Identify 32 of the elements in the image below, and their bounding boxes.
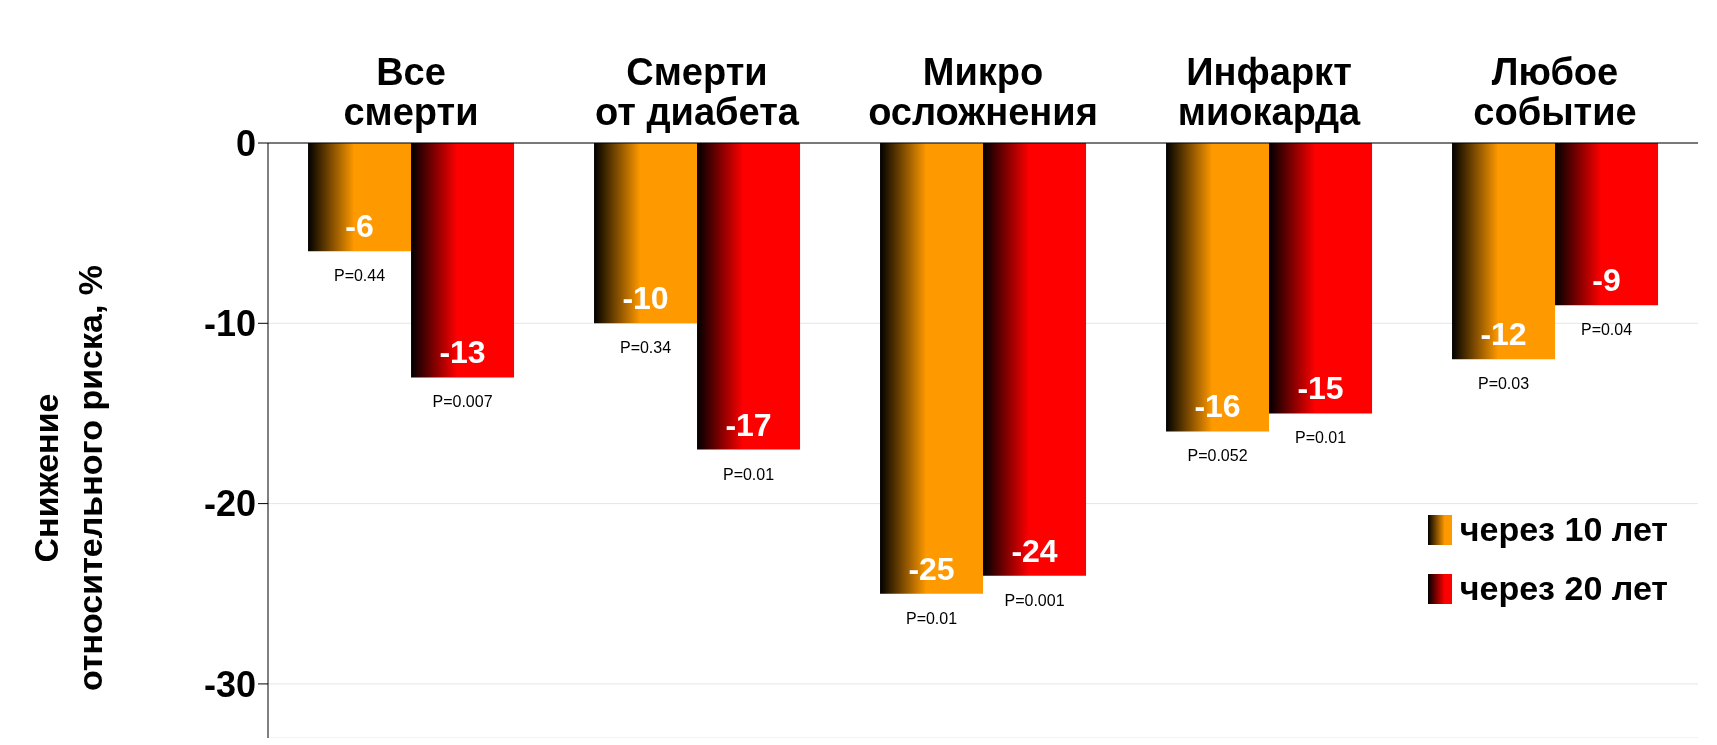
data-label: -9: [1592, 262, 1621, 299]
legend-label: через 20 лет: [1459, 569, 1668, 608]
x-tick-label: Инфаркт миокарда: [1177, 51, 1362, 133]
data-label: -10: [622, 280, 669, 317]
x-tick-label: Любое событие: [1473, 51, 1637, 133]
annotation: P=0.01: [1294, 429, 1347, 447]
y-tick-label: -20: [203, 483, 256, 525]
annotation: P=0.01: [905, 609, 958, 627]
data-label: -12: [1480, 316, 1527, 353]
annotation: P=0.34: [619, 339, 672, 357]
data-label: -6: [345, 208, 374, 245]
y-tick-label: 0: [235, 122, 256, 164]
annotation: P=0.03: [1477, 375, 1530, 393]
data-label: -17: [725, 406, 772, 443]
annotation: P=0.001: [1004, 591, 1065, 609]
data-label: -25: [908, 550, 955, 587]
data-label: -13: [439, 334, 486, 371]
annotation: P=0.04: [1580, 321, 1633, 339]
data-label: -24: [1011, 532, 1058, 569]
x-tick-label: Микро осложнения: [868, 51, 1098, 133]
x-tick-label: Смерти от диабета: [595, 51, 800, 133]
y-tick-label: -10: [203, 303, 256, 345]
legend-label: через 10 лет: [1459, 510, 1668, 549]
annotation: P=0.44: [333, 267, 386, 285]
x-tick-label: Все смерти: [343, 51, 479, 133]
annotation: P=0.01: [722, 465, 775, 483]
annotation: P=0.007: [432, 393, 493, 411]
data-label: -16: [1194, 388, 1241, 425]
y-tick-label: -30: [203, 663, 256, 705]
y-axis-title: Снижение относительного риска, %: [27, 264, 109, 692]
data-label: -15: [1297, 370, 1344, 407]
annotation: P=0.052: [1187, 447, 1248, 465]
